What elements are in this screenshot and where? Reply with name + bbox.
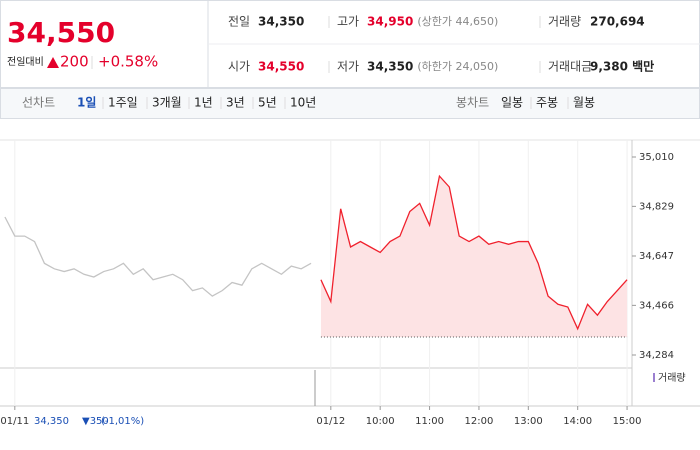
- area: [320, 176, 628, 337]
- price: 34,550: [7, 16, 115, 49]
- stat-label: 거래량: [548, 15, 581, 29]
- y-tick-label: 34,466: [639, 300, 674, 311]
- y-tick-label: 34,829: [639, 201, 674, 212]
- stat-label: 전일: [228, 15, 250, 29]
- x-tick-label: 01/11: [0, 416, 29, 427]
- stat-note: (상한가 44,650): [417, 15, 498, 28]
- prev-day-note: ▼350: [82, 416, 109, 427]
- stat-label: 저가: [337, 60, 359, 74]
- stat-value: 9,380 백만: [590, 59, 654, 74]
- period-tab[interactable]: 3개월: [152, 96, 182, 110]
- toolbar: [0, 88, 700, 119]
- stat-note: (하한가 24,050): [417, 59, 498, 73]
- x-tick-label: 13:00: [514, 416, 543, 427]
- change-label: 전일대비: [7, 56, 44, 68]
- change-rate: +0.58%: [98, 53, 158, 71]
- period-tab[interactable]: 3년: [226, 96, 245, 110]
- y-tick-label: 35,010: [639, 152, 674, 163]
- y-tick-label: 34,647: [639, 251, 674, 262]
- stat-label: 고가: [337, 15, 359, 29]
- prev-day-note: (-1,01%): [101, 416, 144, 427]
- line: [4, 216, 312, 297]
- stat-value: 34,950: [367, 15, 413, 29]
- period-tab[interactable]: 1일: [77, 96, 96, 110]
- period-tab[interactable]: 주봉: [536, 96, 558, 110]
- x-tick-label: 12:00: [465, 416, 494, 427]
- stat-value: 34,550: [258, 60, 304, 74]
- line: [320, 174, 628, 331]
- period-tab[interactable]: 10년: [290, 96, 316, 110]
- toolbar-label: 선차트: [22, 96, 55, 110]
- stat-value: 34,350: [367, 60, 413, 74]
- x-tick-label: 01/12: [316, 416, 345, 427]
- toolbar-label: 봉차트: [456, 96, 489, 110]
- stat-label: 시가: [228, 60, 250, 74]
- y-tick-label: 34,284: [639, 350, 674, 361]
- period-tab[interactable]: 일봉: [501, 96, 523, 110]
- x-tick-label: 10:00: [366, 416, 395, 427]
- period-tab[interactable]: 5년: [258, 96, 277, 110]
- period-tab[interactable]: 월봉: [573, 96, 595, 110]
- stat-label: 거래대금: [548, 60, 592, 74]
- change: 200: [60, 53, 89, 71]
- up-icon: [47, 57, 59, 68]
- x-tick-label: 11:00: [415, 416, 444, 427]
- x-tick-label: 15:00: [613, 416, 642, 427]
- stat-value: 34,350: [258, 15, 304, 29]
- prev-day-note: 34,350: [34, 416, 69, 427]
- period-tab[interactable]: 1년: [194, 96, 213, 110]
- stat-value: 270,694: [590, 15, 645, 29]
- volume-legend-swatch: [653, 373, 655, 382]
- volume-legend: 거래량: [658, 372, 686, 384]
- x-tick-label: 14:00: [563, 416, 592, 427]
- period-tab[interactable]: 1주일: [108, 96, 138, 110]
